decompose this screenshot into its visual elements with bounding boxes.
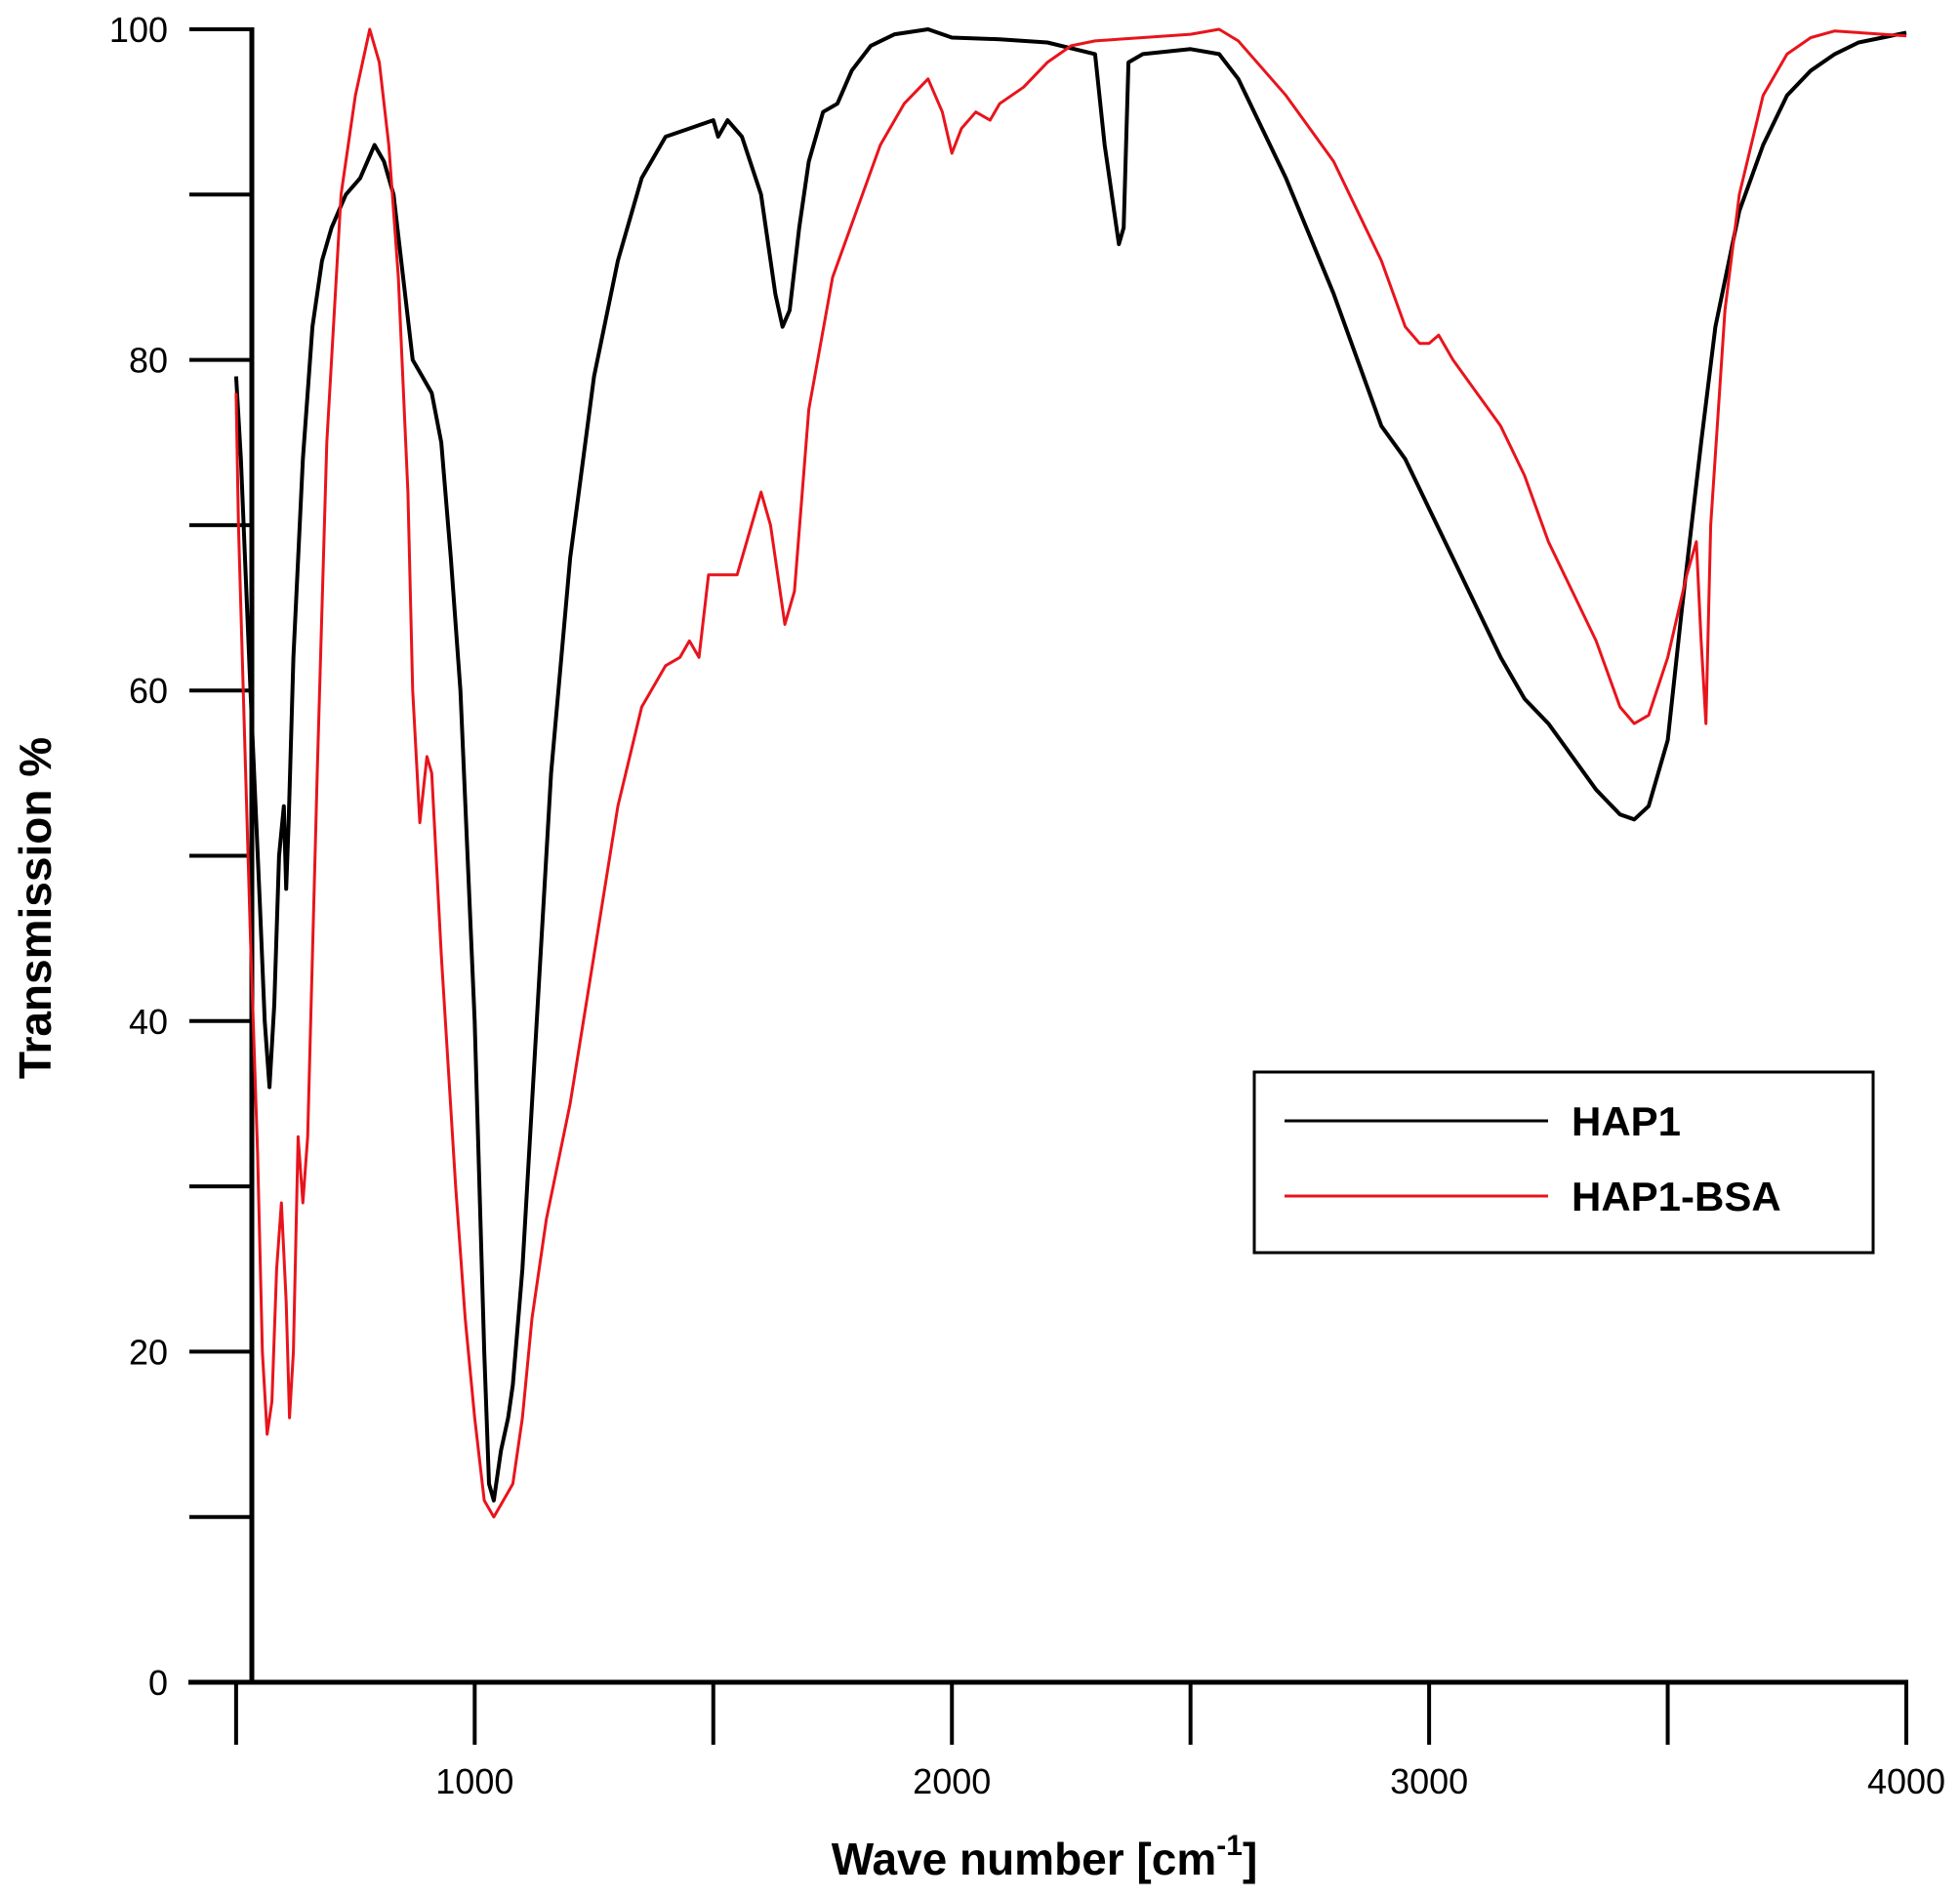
y-tick-label: 80 — [129, 341, 168, 381]
x-axis-title-main: Wave number [cm — [832, 1834, 1217, 1884]
y-axis-title: Transmission % — [10, 737, 61, 1079]
x-axis: 1000 2000 3000 4000 — [188, 1679, 1945, 1801]
series-layer — [233, 27, 1907, 1519]
legend-label-hap1: HAP1 — [1572, 1098, 1681, 1144]
y-tick-label: 60 — [129, 671, 168, 711]
y-axis: 0 20 40 60 80 100 — [109, 10, 255, 1703]
x-tick-label: 1000 — [435, 1761, 513, 1801]
y-tick-label: 0 — [148, 1663, 168, 1703]
x-axis-title-close: ] — [1243, 1834, 1257, 1884]
y-tick-label: 40 — [129, 1002, 168, 1042]
legend-label-hap1-bsa: HAP1-BSA — [1572, 1174, 1781, 1219]
x-tick-label: 4000 — [1867, 1761, 1945, 1801]
y-tick-label: 20 — [129, 1332, 168, 1372]
y-tick-label: 100 — [109, 10, 168, 50]
x-axis-title: Wave number [cm-1] — [832, 1830, 1258, 1884]
x-tick-label: 3000 — [1390, 1761, 1468, 1801]
x-tick-label: 2000 — [913, 1761, 991, 1801]
series-line-hap1-bsa — [234, 27, 1907, 1519]
x-axis-title-superscript: -1 — [1216, 1830, 1243, 1862]
series-line-hap1 — [233, 27, 1907, 1503]
legend-box — [1252, 1070, 1875, 1255]
legend: HAP1 HAP1-BSA — [1252, 1070, 1875, 1255]
